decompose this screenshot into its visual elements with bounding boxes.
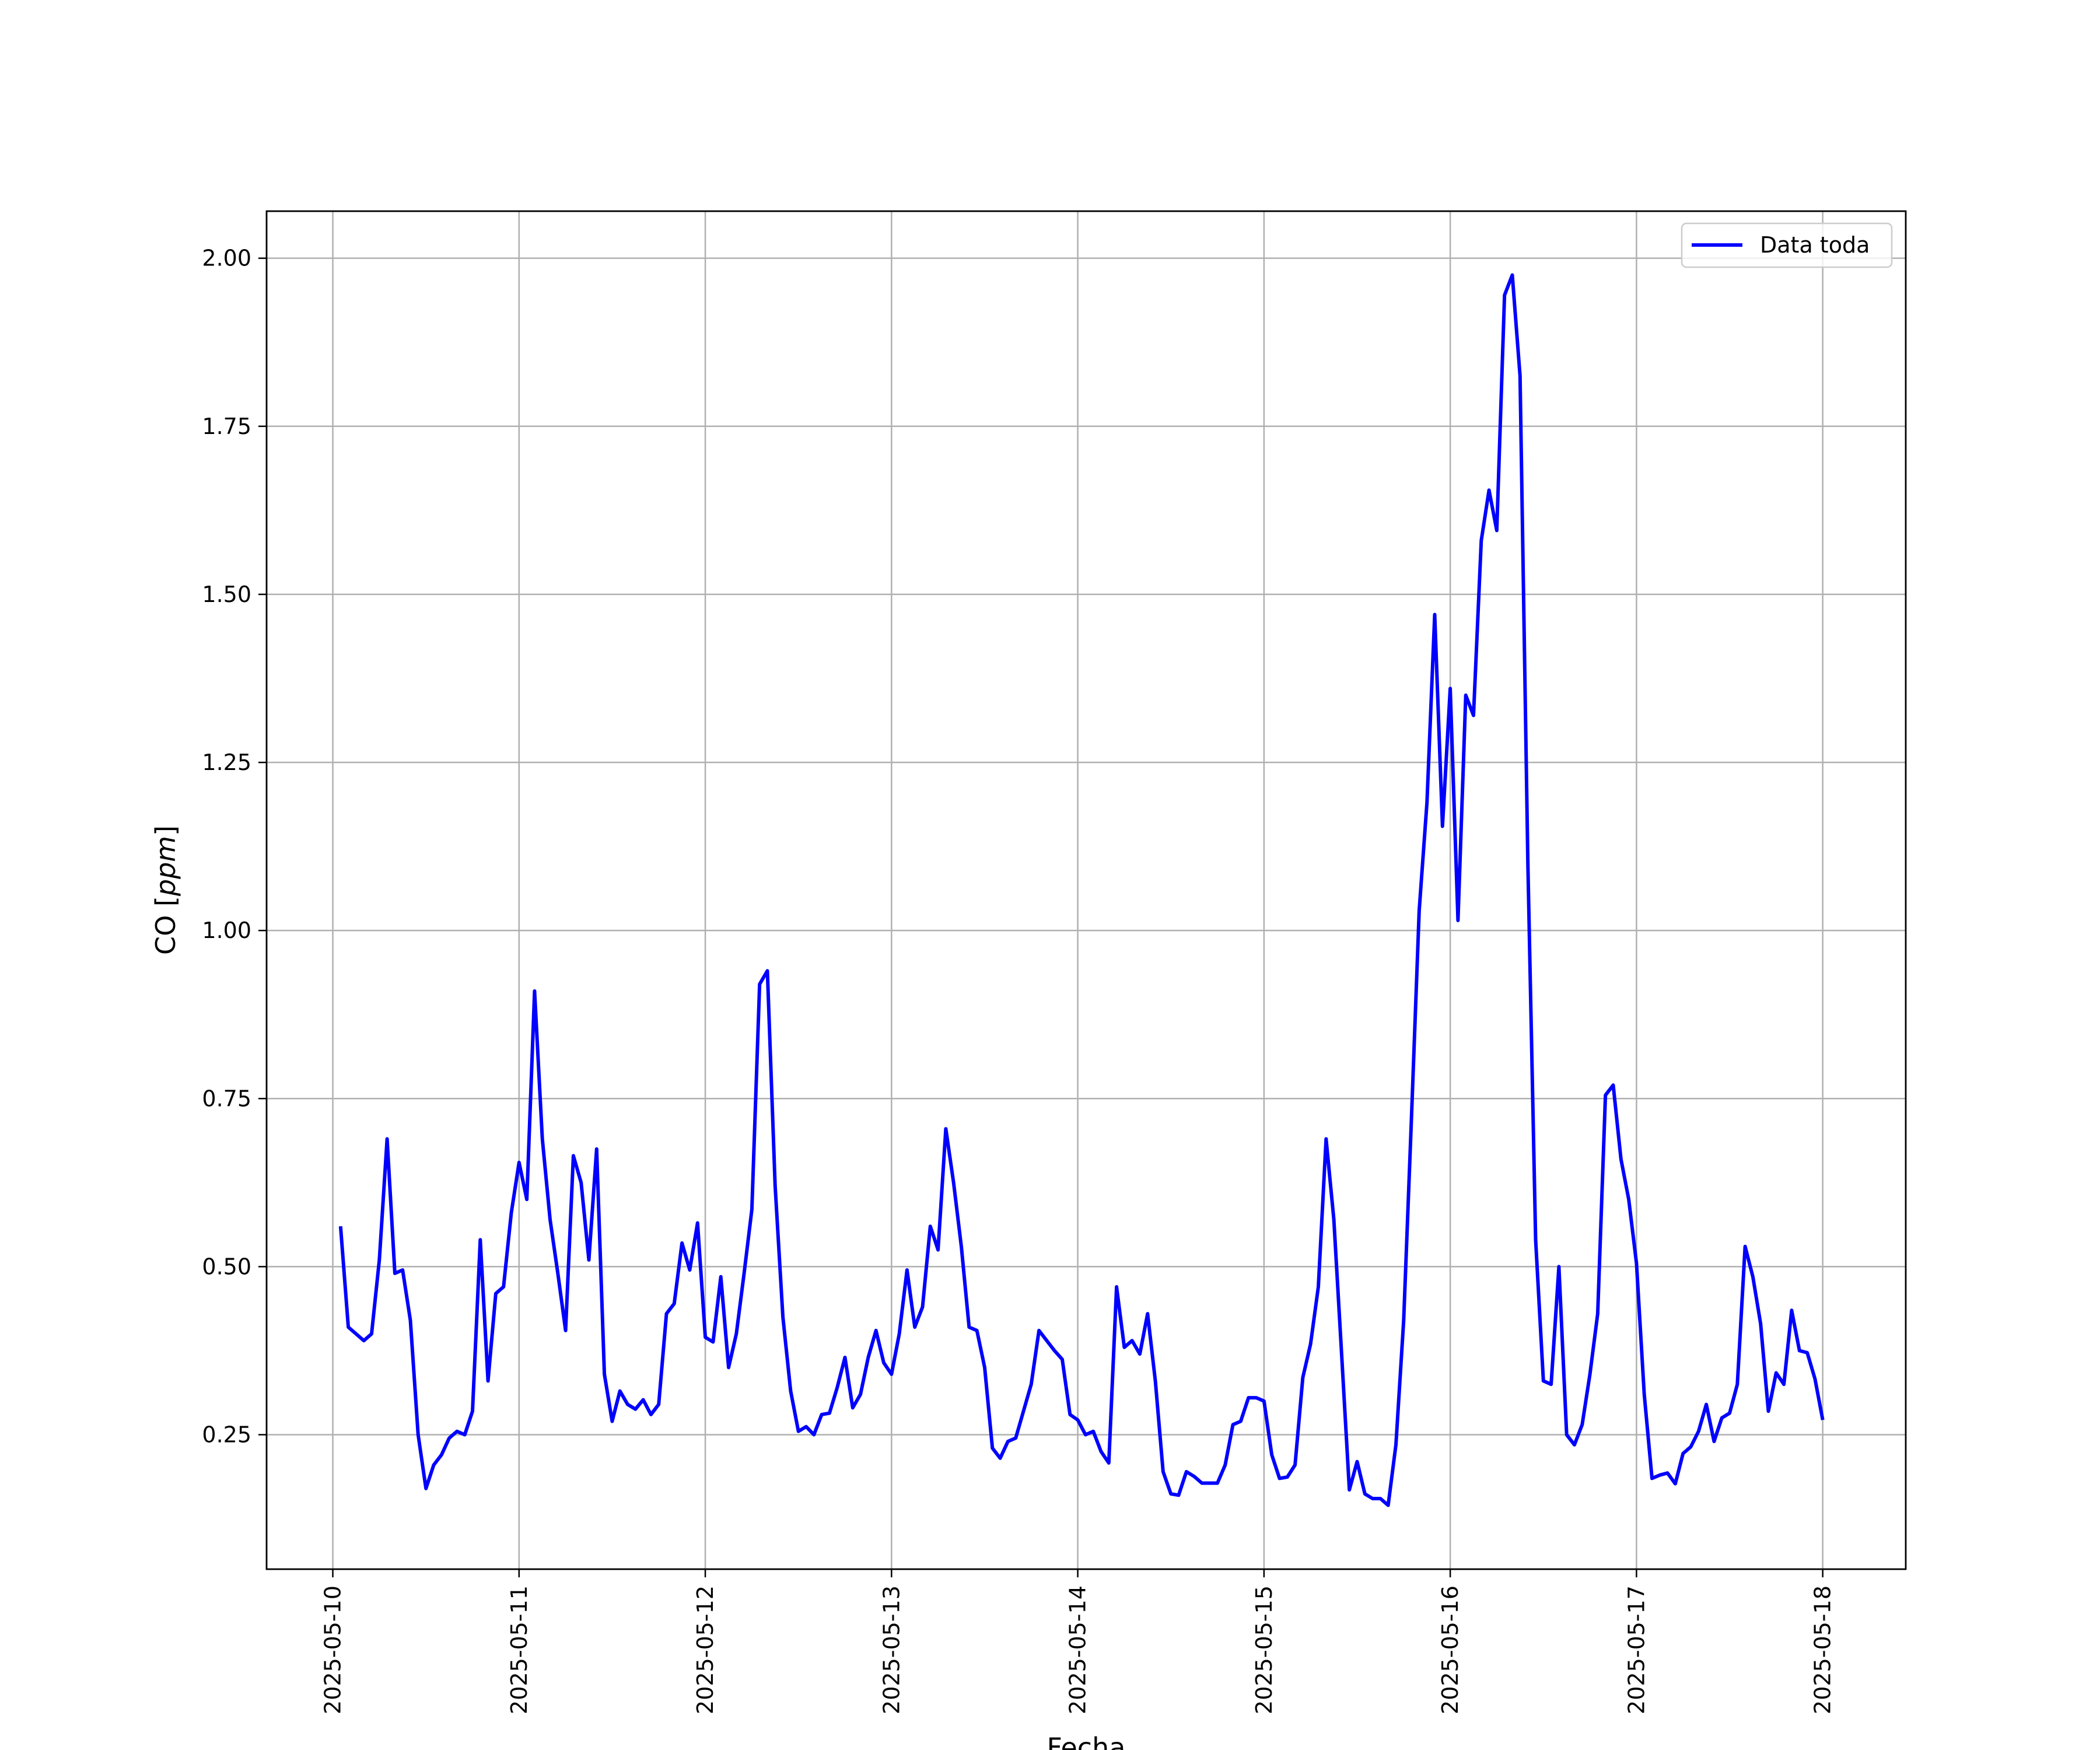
x-tick-label: 2025-05-13 bbox=[878, 1586, 904, 1714]
x-tick-label: 2025-05-17 bbox=[1623, 1586, 1649, 1714]
series-line-0 bbox=[338, 273, 1825, 1507]
x-tick-label: 2025-05-12 bbox=[692, 1586, 718, 1714]
legend-label: Data toda bbox=[1760, 232, 1870, 258]
y-tick-label: 2.00 bbox=[202, 246, 251, 271]
y-tick-label: 0.50 bbox=[202, 1254, 251, 1279]
y-tick-label: 1.50 bbox=[202, 582, 251, 607]
y-tick-label: 0.25 bbox=[202, 1422, 251, 1448]
x-tick-label: 2025-05-10 bbox=[320, 1586, 346, 1714]
x-axis-title: Fecha bbox=[1047, 1732, 1126, 1750]
y-axis-title-suffix: ] bbox=[150, 825, 181, 836]
y-tick-label: 1.25 bbox=[202, 750, 251, 775]
plot-frame bbox=[265, 210, 1907, 1570]
y-tick-label: 1.00 bbox=[202, 918, 251, 943]
y-tick-label: 0.75 bbox=[202, 1086, 251, 1111]
y-axis-title-prefix: CO [ bbox=[150, 896, 181, 955]
legend-box bbox=[1681, 222, 1893, 268]
data-area bbox=[338, 273, 1825, 1507]
y-tick-label: 1.75 bbox=[202, 414, 251, 439]
x-tick-label: 2025-05-18 bbox=[1810, 1586, 1836, 1714]
ticks: 2025-05-10 2025-05-11 2025-05-12 2025-05-13… bbox=[202, 246, 1835, 1714]
x-tick-label: 2025-05-11 bbox=[506, 1586, 532, 1714]
y-axis-title-unit: ppm bbox=[150, 836, 181, 897]
legend: Data toda bbox=[1681, 222, 1893, 268]
x-tick-label: 2025-05-14 bbox=[1065, 1586, 1091, 1714]
x-tick-label: 2025-05-16 bbox=[1437, 1586, 1463, 1714]
y-axis-title: CO [ppm] bbox=[150, 825, 181, 955]
x-tick-label: 2025-05-15 bbox=[1251, 1586, 1277, 1714]
